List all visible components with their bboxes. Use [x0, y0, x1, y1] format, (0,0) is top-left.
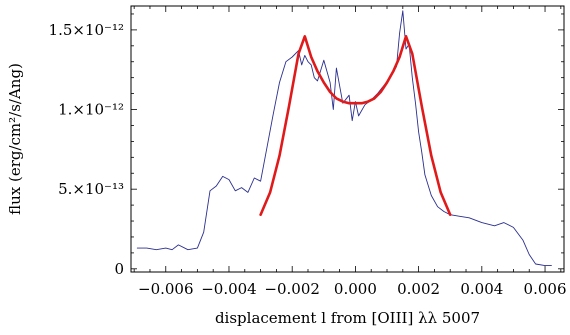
x-tick-label: 0.006: [524, 280, 567, 298]
x-axis-title: displacement l from [OIII] λλ 5007: [215, 309, 480, 327]
x-tick-labels: −0.006 −0.004 −0.002 0.000 0.002 0.004 0.006: [138, 280, 567, 298]
y-axis-title: flux (erg/cm²/s/Ang): [6, 63, 24, 215]
y-tick-label: 1.×10⁻¹²: [58, 101, 124, 119]
series-line-observed-spectrum: [136, 10, 552, 267]
x-tick-label: 0.000: [334, 280, 377, 298]
y-tick-label: 1.5×10⁻¹²: [49, 21, 124, 39]
x-tick-label: −0.002: [264, 280, 320, 298]
series-layer: [136, 10, 552, 267]
axis-ticks: [131, 6, 564, 272]
y-tick-label: 5.×10⁻¹³: [58, 180, 124, 198]
x-tick-label: 0.004: [460, 280, 503, 298]
x-tick-label: 0.002: [397, 280, 440, 298]
x-tick-label: −0.006: [138, 280, 194, 298]
y-tick-labels: 0 5.×10⁻¹³ 1.×10⁻¹² 1.5×10⁻¹²: [49, 21, 124, 278]
x-tick-label: −0.004: [201, 280, 257, 298]
y-tick-label: 0: [114, 260, 124, 278]
plot-frame: [130, 5, 565, 273]
series-line-model-fit: [259, 34, 452, 216]
plot-border: [130, 5, 565, 273]
